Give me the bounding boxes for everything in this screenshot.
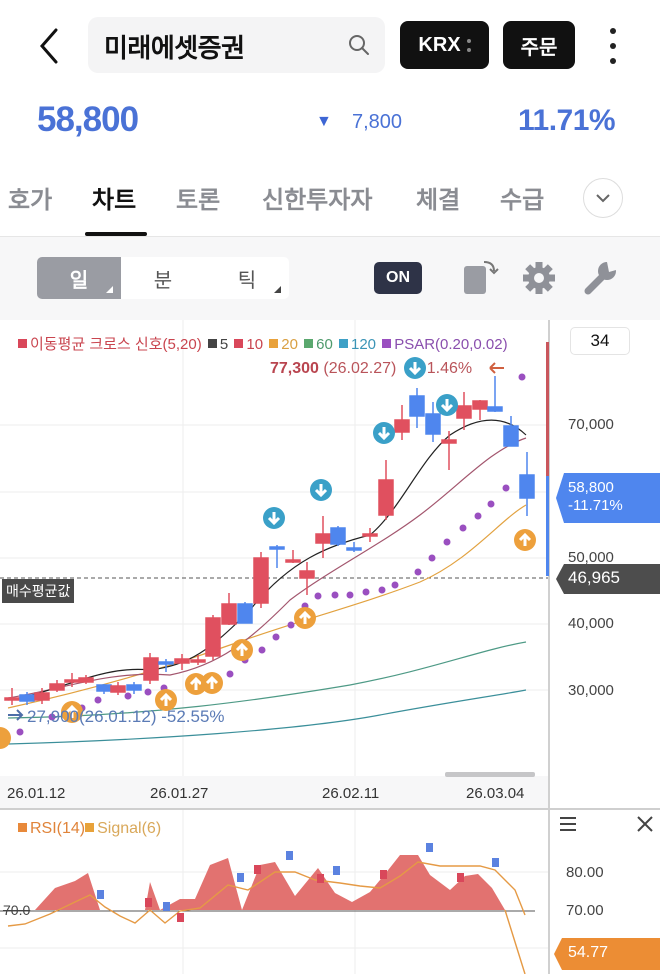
price-change: 7,800 bbox=[352, 111, 403, 133]
divider bbox=[0, 808, 660, 810]
rsi-legend: RSI(14) Signal(6) bbox=[18, 820, 161, 838]
tab-trades[interactable]: 체결 bbox=[416, 187, 461, 214]
more-menu-button[interactable] bbox=[605, 28, 621, 64]
high-price-annotation: 77,300 (26.02.27) 1.46% bbox=[270, 360, 473, 377]
candlestick-chart[interactable] bbox=[0, 320, 548, 776]
sell-signal-markers bbox=[263, 357, 458, 529]
y-tick: 50,000 bbox=[568, 549, 614, 566]
tab-bar: 호가 차트 토론 신한투자자 체결 수급 bbox=[0, 176, 660, 234]
period-day-label: 일 bbox=[69, 269, 89, 292]
hamburger-menu-icon[interactable] bbox=[558, 815, 578, 833]
chevron-left-icon bbox=[40, 28, 58, 64]
period-tick-label: 틱 bbox=[237, 269, 257, 292]
rotate-screen-icon[interactable] bbox=[462, 258, 500, 298]
more-dots-icon bbox=[466, 38, 471, 52]
period-selector: 일 분 틱 bbox=[37, 257, 289, 299]
tabs-expand-button[interactable] bbox=[583, 178, 623, 218]
current-price: 58,800 bbox=[37, 100, 139, 139]
exchange-label: KRX bbox=[418, 33, 461, 56]
active-tab-indicator bbox=[85, 232, 147, 236]
period-day[interactable]: 일 bbox=[37, 257, 121, 299]
rsi-baseline-label: 70.0 bbox=[3, 902, 31, 918]
range-bar-down bbox=[546, 476, 549, 576]
exchange-button[interactable]: KRX bbox=[400, 21, 489, 69]
buy-signal-markers bbox=[0, 529, 536, 749]
x-tick: 26.01.12 bbox=[7, 785, 66, 802]
current-price-tag: 58,800 -11.71% bbox=[556, 473, 660, 523]
dropdown-corner-icon bbox=[274, 286, 281, 293]
down-triangle-icon: ▼ bbox=[316, 113, 332, 130]
chevron-down-icon bbox=[596, 194, 610, 203]
rsi-y-tick: 70.00 bbox=[566, 902, 604, 919]
rsi-chart[interactable] bbox=[0, 810, 548, 974]
y-axis-divider bbox=[548, 320, 550, 974]
rsi-current-tag: 54.77 bbox=[554, 938, 660, 970]
price-change-pct: 11.71% bbox=[518, 104, 616, 137]
chart-scrollbar[interactable] bbox=[445, 772, 535, 777]
x-axis bbox=[0, 776, 548, 808]
period-minute-label: 분 bbox=[153, 269, 173, 292]
search-icon bbox=[349, 35, 369, 55]
tab-shinhan-investor[interactable]: 신한투자자 bbox=[262, 187, 373, 214]
range-bar-up bbox=[546, 342, 549, 476]
low-price-annotation: 27,900(26.01.12) -52.55% bbox=[27, 707, 225, 726]
close-icon[interactable] bbox=[636, 815, 654, 833]
y-tick: 30,000 bbox=[568, 682, 614, 699]
right-arrow-icon bbox=[8, 709, 24, 721]
x-tick: 26.02.11 bbox=[322, 785, 380, 802]
chart-legend: 이동평균 크로스 신호(5,20) 5 10 20 60 120 PSAR(0.… bbox=[18, 333, 510, 354]
visible-candle-count[interactable]: 34 bbox=[570, 327, 630, 355]
x-tick: 26.01.27 bbox=[150, 785, 209, 802]
y-tick: 70,000 bbox=[568, 416, 614, 433]
period-minute[interactable]: 분 bbox=[121, 257, 205, 299]
rsi-y-tick: 80.00 bbox=[566, 864, 604, 881]
stock-search-field[interactable]: 미래에셋증권 bbox=[88, 17, 385, 73]
period-tick[interactable]: 틱 bbox=[205, 257, 289, 299]
avg-price-tag: 46,965 bbox=[556, 564, 660, 594]
tab-supply-demand[interactable]: 수급 bbox=[500, 187, 545, 214]
tab-orderbook[interactable]: 호가 bbox=[8, 187, 53, 214]
avg-price-label: 매수평균값 bbox=[2, 579, 75, 603]
x-tick: 26.03.04 bbox=[466, 785, 525, 802]
dropdown-corner-icon bbox=[106, 286, 113, 293]
tab-discussion[interactable]: 토론 bbox=[176, 187, 221, 214]
y-tick: 40,000 bbox=[568, 615, 614, 632]
left-arrow-icon bbox=[489, 362, 504, 374]
stock-name: 미래에셋증권 bbox=[104, 33, 245, 63]
divider bbox=[0, 236, 660, 237]
wrench-icon[interactable] bbox=[582, 258, 620, 298]
back-button[interactable] bbox=[32, 26, 68, 66]
gear-icon[interactable] bbox=[520, 258, 558, 298]
signal-on-toggle[interactable]: ON bbox=[374, 262, 422, 294]
tab-chart[interactable]: 차트 bbox=[92, 187, 137, 214]
order-button[interactable]: 주문 bbox=[503, 21, 575, 69]
